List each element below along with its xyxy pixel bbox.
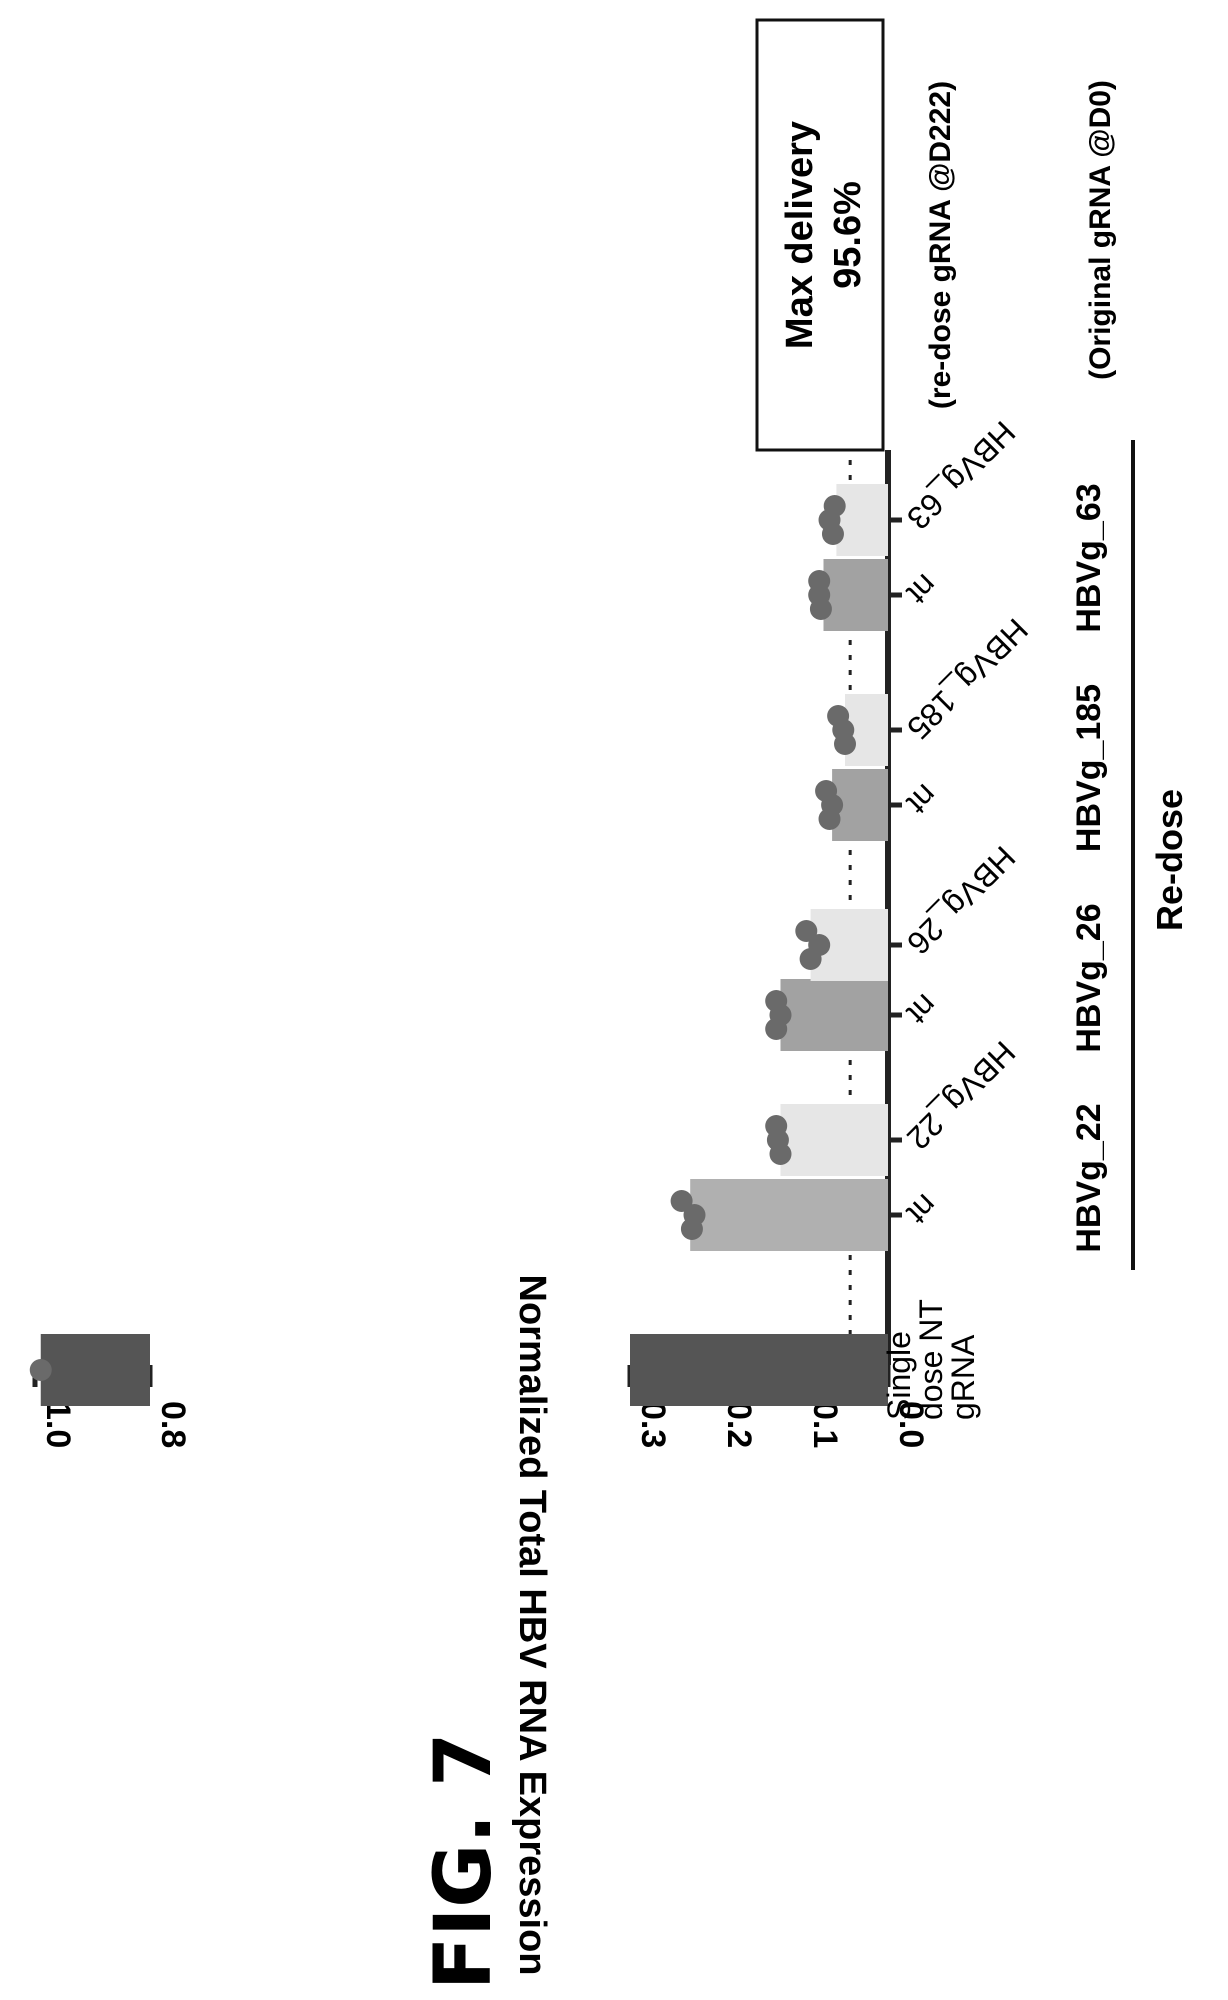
- x-tick-label: HBVg_26: [900, 839, 1022, 961]
- data-point: [769, 1143, 792, 1165]
- x-tick-label-single-dose: gRNA: [945, 1334, 981, 1420]
- bar: [780, 1104, 888, 1176]
- x-tick-label: nt: [900, 777, 944, 821]
- figure-label: FIG. 7: [419, 1733, 509, 1990]
- data-point: [765, 1018, 788, 1040]
- x-tick-label: HBVg_22: [900, 1034, 1022, 1156]
- bar-single-dose-upper: [40, 1334, 150, 1406]
- annotation-line2: 95.6%: [827, 181, 869, 289]
- data-point: [821, 523, 844, 545]
- bar: [836, 484, 888, 556]
- data-point: [29, 1359, 52, 1381]
- legend-redose: (re-dose gRNA @D222): [924, 81, 957, 409]
- data-point: [834, 733, 856, 755]
- x-tick-label: nt: [900, 987, 944, 1031]
- y-tick-label: 0.2: [720, 1401, 758, 1448]
- x-tick-label-single-dose: dose NT: [913, 1299, 949, 1420]
- y-tick-label: 0.8: [154, 1401, 192, 1448]
- data-point: [795, 920, 818, 942]
- x-tick-label-single-dose: Single: [881, 1331, 917, 1420]
- data-point: [680, 1218, 703, 1240]
- x-tick-label: HBVg_63: [900, 414, 1022, 536]
- data-point: [670, 1190, 693, 1212]
- annotation-box: [755, 18, 885, 452]
- group-label: HBVg_26: [1070, 903, 1108, 1052]
- y-tick-label: 0.0: [892, 1401, 930, 1448]
- re-dose-label: Re-dose: [1149, 789, 1190, 931]
- bar: [823, 559, 888, 631]
- x-tick-label: HBVg_185: [900, 612, 1035, 747]
- group-label: HBVg_63: [1070, 483, 1108, 632]
- bar: [690, 1179, 888, 1251]
- bar-single-dose-lower: [630, 1334, 888, 1406]
- x-tick-label: nt: [900, 567, 944, 611]
- group-label: HBVg_185: [1070, 684, 1108, 852]
- legend-original: (Original gRNA @D0): [1084, 80, 1117, 380]
- y-tick-label: 0.1: [806, 1401, 844, 1448]
- y-axis-title: Normalized Total HBV RNA Expression: [511, 1274, 553, 1975]
- bar: [780, 979, 888, 1051]
- annotation-line1: Max delivery: [779, 121, 821, 349]
- data-point: [818, 808, 841, 830]
- y-tick-label: 0.3: [634, 1401, 672, 1448]
- group-label: HBVg_22: [1070, 1103, 1108, 1252]
- y-tick-label: 1.0: [39, 1401, 77, 1448]
- data-point: [809, 598, 832, 620]
- x-tick-label: nt: [900, 1187, 944, 1231]
- data-point: [799, 948, 822, 970]
